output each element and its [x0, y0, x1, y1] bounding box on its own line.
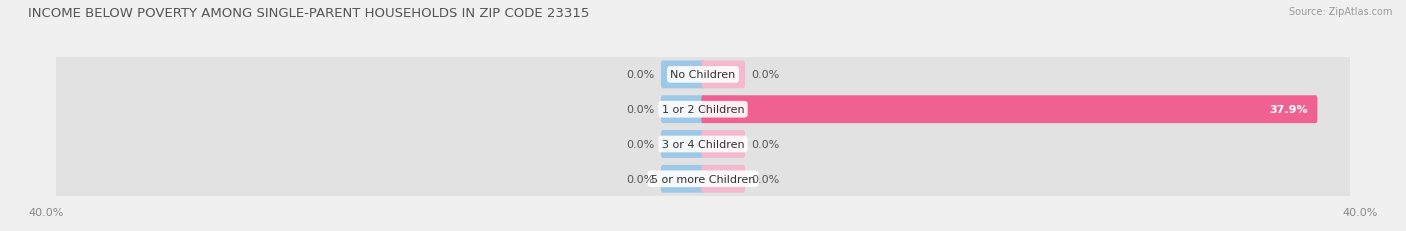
FancyBboxPatch shape [661, 61, 704, 89]
FancyBboxPatch shape [661, 131, 704, 158]
Text: 3 or 4 Children: 3 or 4 Children [662, 139, 744, 149]
Text: Source: ZipAtlas.com: Source: ZipAtlas.com [1288, 7, 1392, 17]
Text: 40.0%: 40.0% [28, 207, 63, 218]
FancyBboxPatch shape [52, 89, 1354, 131]
Text: INCOME BELOW POVERTY AMONG SINGLE-PARENT HOUSEHOLDS IN ZIP CODE 23315: INCOME BELOW POVERTY AMONG SINGLE-PARENT… [28, 7, 589, 20]
Text: 0.0%: 0.0% [626, 70, 655, 80]
FancyBboxPatch shape [702, 131, 745, 158]
FancyBboxPatch shape [52, 124, 1354, 165]
Text: 0.0%: 0.0% [752, 174, 780, 184]
Text: 1 or 2 Children: 1 or 2 Children [662, 105, 744, 115]
Text: 40.0%: 40.0% [1343, 207, 1378, 218]
FancyBboxPatch shape [702, 61, 745, 89]
Text: 0.0%: 0.0% [752, 70, 780, 80]
FancyBboxPatch shape [702, 96, 1317, 124]
FancyBboxPatch shape [702, 165, 745, 193]
Text: No Children: No Children [671, 70, 735, 80]
Text: 37.9%: 37.9% [1270, 105, 1308, 115]
FancyBboxPatch shape [661, 96, 704, 124]
FancyBboxPatch shape [661, 165, 704, 193]
Text: 0.0%: 0.0% [626, 174, 655, 184]
Text: 0.0%: 0.0% [626, 139, 655, 149]
FancyBboxPatch shape [52, 158, 1354, 200]
Text: 0.0%: 0.0% [752, 139, 780, 149]
Text: 0.0%: 0.0% [626, 105, 655, 115]
FancyBboxPatch shape [52, 54, 1354, 96]
Text: 5 or more Children: 5 or more Children [651, 174, 755, 184]
